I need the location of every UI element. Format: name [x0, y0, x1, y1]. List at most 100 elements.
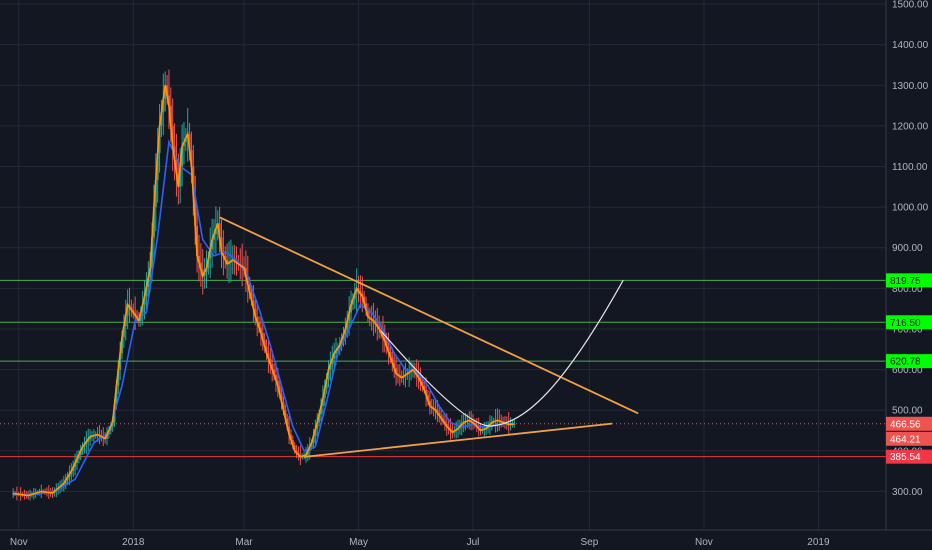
candle-body — [348, 312, 351, 321]
candle-body — [321, 398, 324, 407]
price-tag-label: 385.54 — [890, 452, 921, 463]
candle-body — [188, 134, 191, 151]
candle-body — [310, 442, 313, 447]
candle-body — [425, 389, 428, 396]
candle-body — [214, 228, 217, 235]
candle-body — [351, 299, 354, 305]
price-tag-label: 464.21 — [890, 434, 921, 445]
candle-body — [419, 377, 422, 382]
candle-body — [278, 385, 281, 394]
candle-body — [171, 125, 174, 147]
candle-body — [389, 351, 392, 358]
candle-body — [117, 369, 120, 386]
candle-body — [154, 180, 157, 208]
price-tag-label: 620.78 — [890, 357, 921, 368]
candle-body — [274, 374, 277, 381]
candle-body — [265, 346, 268, 354]
candle-body — [66, 477, 69, 481]
candle-body — [72, 467, 75, 472]
candle-body — [327, 369, 330, 380]
candle-body — [288, 426, 291, 435]
price-tag — [886, 416, 932, 431]
candle-body — [289, 434, 292, 440]
moving-average-line — [13, 139, 515, 496]
price-tick-label: 1500.00 — [892, 0, 929, 11]
price-tag — [886, 431, 932, 446]
candle-body — [350, 304, 353, 313]
grid — [0, 0, 886, 530]
candle-body — [199, 262, 202, 270]
candle-body — [282, 402, 285, 411]
price-tag — [886, 315, 932, 330]
candle-body — [319, 406, 322, 415]
candle-body — [393, 362, 396, 369]
candle-body — [197, 255, 200, 263]
candle-body — [175, 159, 178, 174]
candle-body — [280, 393, 283, 403]
candle-body — [81, 446, 84, 451]
candle-body — [316, 422, 319, 430]
price-line — [12, 85, 515, 497]
candle-body — [151, 237, 154, 269]
price-tick-label: 500.00 — [892, 406, 923, 417]
price-tick-label: 800.00 — [892, 284, 923, 295]
candle-body — [276, 380, 279, 386]
candle-body — [182, 142, 185, 147]
candle-body — [105, 434, 108, 439]
candle-body — [68, 474, 71, 478]
price-tick-label: 1200.00 — [892, 121, 929, 132]
candle-body — [158, 125, 161, 153]
candle-body — [169, 105, 172, 126]
cup-curve[interactable] — [380, 279, 624, 427]
candle-body — [179, 166, 182, 187]
candle-body — [79, 450, 82, 455]
candle-body — [122, 326, 125, 338]
price-tick-label: 700.00 — [892, 324, 923, 335]
candle-body — [258, 322, 261, 328]
candle-body — [74, 462, 77, 468]
lower-trendline[interactable] — [303, 422, 613, 458]
upper-trendline[interactable] — [219, 216, 639, 415]
candle-body — [267, 353, 270, 359]
candle-body — [383, 337, 386, 342]
price-tag — [886, 273, 932, 288]
candle-body — [286, 418, 289, 427]
candle-body — [306, 450, 309, 455]
candle-body — [143, 296, 146, 305]
candle-body — [207, 258, 210, 269]
candle-body — [162, 98, 165, 113]
price-tag — [886, 354, 932, 369]
candle-body — [75, 458, 78, 463]
candle-body — [293, 445, 296, 451]
candle-body — [181, 146, 184, 167]
candle-body — [342, 334, 345, 340]
price-tick-label: 1100.00 — [892, 162, 928, 173]
price-tag — [886, 449, 932, 464]
candle-body — [254, 308, 257, 317]
candle-body — [184, 138, 187, 143]
candle-body — [115, 385, 118, 405]
candle-body — [325, 379, 328, 389]
candle-body — [194, 196, 197, 227]
candle-body — [164, 85, 167, 99]
time-axis[interactable]: Nov 2018 Mar May Jul Sep Nov 2019 — [10, 537, 830, 548]
candle-body — [355, 288, 358, 294]
candle-body — [329, 364, 332, 370]
candle-body — [209, 249, 212, 259]
drawings — [219, 216, 639, 458]
candle-body — [212, 234, 215, 240]
candle-body — [126, 304, 129, 316]
candle-body — [218, 223, 221, 238]
price-tag-label: 819.75 — [890, 276, 921, 287]
candle-body — [318, 414, 321, 423]
candle-body — [248, 284, 251, 293]
time-tick-label: May — [349, 537, 368, 548]
candle-body — [124, 315, 127, 327]
candle-body — [263, 339, 266, 347]
candle-body — [365, 303, 368, 311]
candle-body — [222, 251, 225, 256]
candle-body — [166, 85, 169, 96]
candle-body — [220, 237, 223, 252]
